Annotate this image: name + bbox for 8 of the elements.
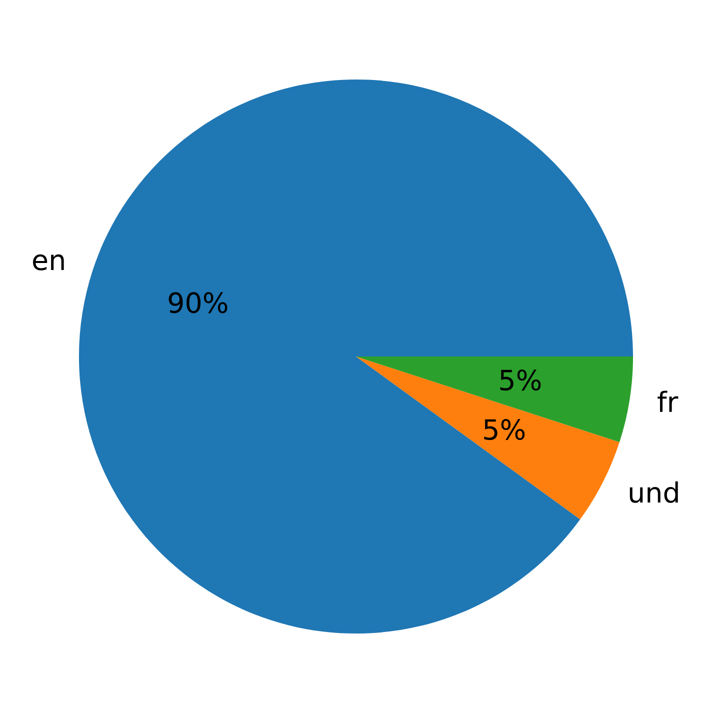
slice-label: fr <box>658 390 678 412</box>
pie-slice <box>356 356 620 520</box>
data-label: 5% <box>484 419 525 440</box>
data-label: 90% <box>168 292 228 314</box>
pie-slice <box>356 356 634 442</box>
slice-label: und <box>630 481 678 503</box>
slice-label: en <box>33 254 64 270</box>
data-label: 5% <box>500 370 541 391</box>
